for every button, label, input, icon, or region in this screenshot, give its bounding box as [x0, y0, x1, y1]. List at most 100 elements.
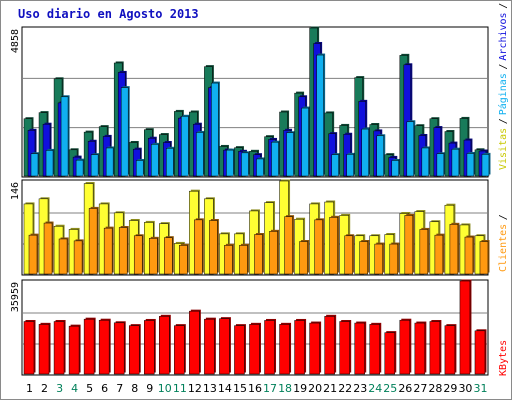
panel-2: 146: [10, 179, 490, 276]
bar-clientes-day-10: [164, 237, 173, 275]
bar-clientes-day-1: [28, 234, 38, 275]
day-label-19: 19: [293, 382, 307, 395]
side-label-separator: /: [498, 64, 509, 70]
side-label-kbytes: KBytes: [498, 340, 509, 376]
bar-kbytes-day-19: [294, 320, 305, 375]
bar-páginas-day-10: [166, 148, 174, 177]
day-label-5: 5: [86, 382, 93, 395]
side-label-separator: /: [498, 3, 509, 9]
day-label-10: 10: [158, 382, 172, 395]
day-label-22: 22: [338, 382, 352, 395]
day-label-15: 15: [233, 382, 247, 395]
bar-páginas-day-19: [301, 107, 309, 177]
bar-clientes-day-8: [133, 235, 143, 275]
bar-clientes-day-12: [194, 219, 203, 275]
day-label-26: 26: [398, 382, 412, 395]
bar-páginas-day-29: [451, 148, 460, 177]
bar-clientes-day-21: [329, 217, 338, 275]
bar-páginas-day-3: [60, 96, 69, 177]
bar-clientes-day-9: [149, 238, 158, 275]
day-label-27: 27: [413, 382, 427, 395]
side-label-visitas: Visitas: [498, 128, 509, 170]
bar-clientes-day-4: [73, 240, 83, 275]
bar-páginas-day-28: [436, 153, 445, 177]
bar-páginas-day-7: [120, 87, 129, 177]
day-label-3: 3: [56, 382, 63, 395]
bar-páginas-day-15: [241, 152, 249, 177]
bar-kbytes-day-30: [459, 280, 471, 375]
bar-clientes-day-16: [254, 234, 263, 275]
bar-kbytes-day-15: [234, 325, 245, 375]
bar-páginas-day-17: [271, 141, 279, 177]
bar-clientes-day-31: [479, 241, 489, 275]
side-label-archivos: Archivos: [498, 12, 509, 60]
day-label-24: 24: [368, 382, 382, 395]
side-label-paginas: Páginas: [497, 73, 509, 115]
bar-kbytes-day-23: [354, 322, 365, 375]
bar-clientes-day-19: [299, 241, 308, 275]
bar-clientes-day-29: [449, 224, 459, 275]
day-label-17: 17: [263, 382, 277, 395]
bar-kbytes-day-27: [414, 322, 426, 375]
bar-clientes-day-24: [374, 243, 383, 275]
bar-kbytes-day-5: [83, 318, 95, 375]
day-label-6: 6: [101, 382, 108, 395]
bar-kbytes-day-24: [369, 324, 380, 375]
bar-páginas-day-12: [196, 132, 204, 177]
bar-kbytes-day-10: [159, 316, 170, 375]
bar-clientes-day-3: [58, 238, 68, 275]
bar-páginas-day-24: [376, 135, 384, 177]
day-label-11: 11: [173, 382, 187, 395]
bar-páginas-day-9: [151, 144, 159, 177]
bar-páginas-day-18: [286, 132, 294, 177]
day-label-25: 25: [383, 382, 397, 395]
bar-páginas-day-8: [135, 160, 144, 177]
bar-kbytes-day-28: [429, 321, 441, 375]
day-label-28: 28: [428, 382, 442, 395]
bar-páginas-day-11: [181, 116, 189, 177]
day-label-8: 8: [131, 382, 138, 395]
bar-páginas-day-25: [391, 160, 400, 177]
bar-clientes-day-26: [404, 215, 414, 275]
bar-páginas-day-20: [316, 54, 324, 177]
bar-clientes-day-20: [314, 219, 323, 275]
bar-kbytes-day-7: [113, 322, 125, 375]
bar-kbytes-day-18: [279, 324, 290, 375]
day-label-18: 18: [278, 382, 292, 395]
bar-kbytes-day-31: [474, 330, 486, 375]
bar-kbytes-day-29: [444, 325, 456, 375]
day-label-21: 21: [323, 382, 337, 395]
day-label-9: 9: [146, 382, 153, 395]
bar-páginas-day-1: [30, 153, 39, 177]
bar-kbytes-day-8: [128, 325, 140, 375]
side-label-separator: /: [498, 118, 509, 124]
day-label-2: 2: [41, 382, 48, 395]
bar-clientes-day-15: [239, 245, 248, 275]
bar-clientes-day-28: [434, 234, 444, 275]
day-label-30: 30: [458, 382, 472, 395]
bar-kbytes-day-25: [384, 332, 396, 375]
bar-clientes-day-13: [209, 220, 218, 275]
day-label-14: 14: [218, 382, 232, 395]
bar-kbytes-day-21: [324, 316, 335, 375]
chart-title: Uso diario en Agosto 2013: [18, 7, 199, 21]
day-labels: 1 2 3 4 5 6 7 8 9 10 11 12 13 14 15 16 17 18 19 20 21 22 23 24 2…: [26, 382, 487, 395]
bar-páginas-day-16: [256, 158, 264, 177]
day-label-29: 29: [443, 382, 457, 395]
bar-clientes-day-6: [103, 227, 113, 275]
panel-3: 35959: [10, 279, 489, 376]
bar-clientes-day-23: [359, 241, 368, 275]
bar-clientes-day-22: [344, 235, 353, 275]
day-label-7: 7: [116, 382, 123, 395]
bar-páginas-day-4: [75, 159, 84, 177]
bar-kbytes-day-6: [98, 319, 110, 375]
bar-páginas-day-31: [481, 154, 490, 177]
bar-kbytes-day-17: [264, 320, 275, 375]
bar-kbytes-day-22: [339, 321, 350, 375]
bar-páginas-day-14: [226, 149, 234, 177]
panel-1-ymax-label: 4858: [10, 29, 21, 53]
bar-clientes-day-11: [179, 245, 188, 275]
bar-kbytes-day-14: [219, 318, 230, 375]
panel-2-ymax-label: 146: [10, 182, 21, 200]
day-label-12: 12: [188, 382, 202, 395]
